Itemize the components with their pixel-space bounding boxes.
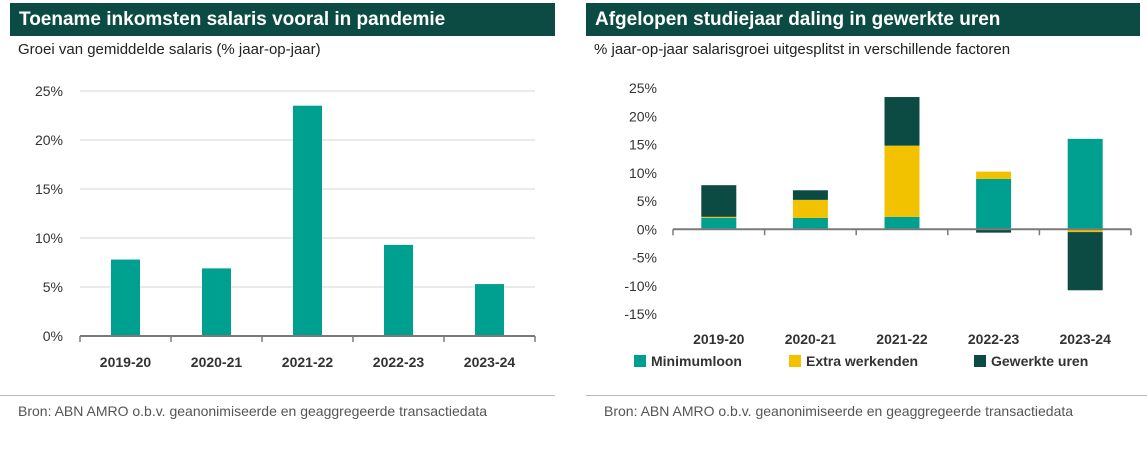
right-stacked-bar-chart: -15% -10% -5% 0% 5% 10% 15% 20% 25% 2019-20 2020-2… (624, 80, 1132, 369)
y-tick-label: 5% (43, 279, 63, 295)
y-tick-label: 25% (35, 83, 63, 99)
y-tick-label: 20% (629, 108, 657, 124)
right-divider (586, 395, 1147, 396)
bar-segment (884, 97, 920, 146)
x-tick-label: 2023-24 (464, 354, 516, 370)
right-chart-title: Afgelopen studiejaar daling in gewerkte … (586, 3, 1140, 36)
bar (293, 105, 322, 336)
y-tick-label: 25% (629, 80, 657, 96)
x-tick-label: 2020-21 (785, 331, 837, 347)
bar-segment (792, 217, 828, 230)
bar-segment (701, 185, 737, 217)
right-chart-subtitle: % jaar-op-jaar salarisgroei uitgesplitst… (594, 41, 1011, 58)
y-tick-label: -5% (632, 250, 657, 266)
bar (202, 268, 231, 336)
right-source-note: Bron: ABN AMRO o.b.v. geanonimiseerde en… (604, 403, 1074, 419)
left-bar-chart: 0% 5% 10% 15% 20% 25% 2019-20 2020-21 2021-22 202… (35, 83, 536, 370)
x-tick-label: 2022-23 (373, 354, 425, 370)
bar-segment (1067, 138, 1103, 230)
bar-segment (792, 190, 828, 200)
left-source-note: Bron: ABN AMRO o.b.v. geanonimiseerde en… (18, 403, 488, 419)
bar-segment (701, 217, 737, 230)
legend-swatch (789, 355, 801, 367)
y-tick-label: 15% (629, 137, 657, 153)
bar-segment (701, 216, 737, 218)
bar (111, 259, 140, 336)
bar-segment (792, 199, 828, 218)
x-tick-label: 2021-22 (876, 331, 928, 347)
left-chart-title: Toename inkomsten salaris vooral in pand… (10, 3, 555, 36)
bar-segment (1067, 229, 1103, 233)
left-chart-panel: Toename inkomsten salaris vooral in pand… (0, 0, 555, 449)
legend-label: Gewerkte uren (991, 353, 1088, 369)
y-tick-label: -10% (624, 278, 657, 294)
bar-segment (976, 178, 1012, 230)
y-tick-label: 10% (629, 165, 657, 181)
bar-segment (1067, 232, 1103, 291)
y-tick-label: 20% (35, 132, 63, 148)
x-tick-label: 2022-23 (968, 331, 1020, 347)
y-tick-label: 5% (637, 193, 657, 209)
bar-segment (976, 171, 1012, 179)
bar-segment (884, 145, 920, 217)
x-tick-label: 2019-20 (100, 354, 152, 370)
x-tick-label: 2020-21 (191, 354, 243, 370)
bar-segment (976, 229, 1012, 233)
x-tick-label: 2023-24 (1060, 331, 1112, 347)
legend-label: Extra werkenden (806, 353, 918, 369)
y-tick-label: 10% (35, 230, 63, 246)
bar-segment (884, 216, 920, 230)
right-chart-panel: Afgelopen studiejaar daling in gewerkte … (586, 0, 1147, 449)
left-divider (0, 395, 555, 396)
bar (475, 284, 504, 336)
y-tick-label: 0% (43, 328, 63, 344)
y-tick-label: 0% (637, 221, 657, 237)
left-chart-subtitle: Groei van gemiddelde salaris (% jaar-op-… (18, 41, 321, 58)
x-tick-label: 2019-20 (693, 331, 745, 347)
legend-label: Minimumloon (651, 353, 742, 369)
x-tick-label: 2021-22 (282, 354, 334, 370)
legend-swatch (974, 355, 986, 367)
bar (384, 244, 413, 336)
y-tick-label: 15% (35, 181, 63, 197)
legend-swatch (634, 355, 646, 367)
y-tick-label: -15% (624, 306, 657, 322)
